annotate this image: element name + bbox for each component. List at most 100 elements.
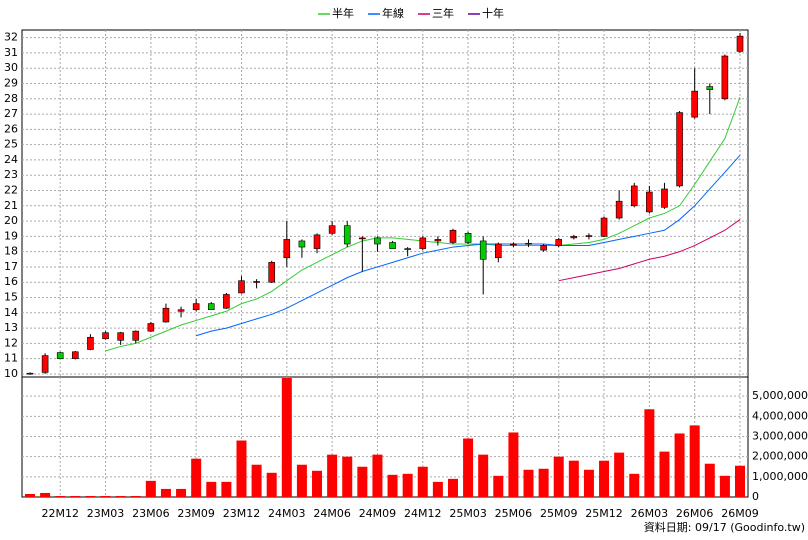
y-tick-label: 32 [4, 31, 18, 44]
candle-body [56, 352, 64, 359]
candle-body [313, 234, 321, 249]
candle-body [162, 307, 170, 323]
volume-bar [145, 480, 156, 497]
x-tick-label: 23M06 [132, 507, 170, 520]
candle-body [540, 245, 547, 251]
volume-bar [553, 456, 564, 497]
ma-line [196, 155, 741, 337]
price-panel [21, 29, 749, 378]
x-tick-label: 23M09 [177, 507, 215, 520]
y-tick-label: 21 [4, 199, 18, 212]
candle-body [721, 55, 729, 100]
volume-bar [447, 478, 458, 497]
volume-bar [402, 473, 413, 497]
volume-bar [629, 473, 640, 497]
candle-body [207, 303, 215, 311]
y-tick-label: 10 [4, 367, 18, 380]
volume-bar [689, 425, 700, 497]
x-tick-label: 23M03 [87, 507, 125, 520]
volume-bar [493, 475, 504, 497]
y-tick-label: 31 [4, 46, 18, 59]
volume-bar [704, 463, 715, 497]
x-tick-label: 24M06 [313, 507, 351, 520]
volume-bar [417, 466, 428, 497]
legend-label: 十年 [482, 6, 504, 20]
volume-bar [25, 493, 35, 497]
x-tick-label: 22M12 [41, 507, 79, 520]
x-tick-label: 25M06 [495, 507, 533, 520]
candle-body [328, 225, 336, 234]
volume-bar [296, 464, 307, 497]
candle-body [494, 243, 502, 259]
y-tick-label: 18 [4, 245, 18, 258]
candle-body [676, 112, 683, 187]
volume-bar [327, 454, 338, 497]
candle-body [238, 280, 245, 294]
candle-body [374, 237, 381, 245]
volume-bar [523, 469, 534, 497]
candle-body [525, 242, 532, 245]
candle-body [343, 225, 351, 245]
y-tick-label: 13 [4, 321, 18, 334]
volume-bar [266, 472, 277, 497]
x-tick-label: 26M06 [676, 507, 714, 520]
volume-bar [312, 470, 323, 497]
legend-label: 年線 [382, 6, 404, 20]
y-tick-label: 29 [4, 77, 18, 90]
x-tick-label: 25M03 [449, 507, 487, 520]
volume-bar [130, 495, 141, 497]
x-tick-label: 23M12 [223, 507, 261, 520]
y-tick-label: 17 [4, 260, 18, 273]
candle-body [102, 332, 109, 340]
candle-body [555, 239, 563, 246]
volume-bar [387, 474, 398, 497]
volume-bar [115, 495, 126, 497]
y-tick-label: 27 [4, 107, 18, 120]
volume-bar [236, 440, 247, 497]
candle-body [585, 235, 593, 237]
x-tick-label: 26M03 [631, 507, 669, 520]
y-tick-label: 26 [4, 122, 18, 135]
volume-bar [599, 460, 610, 497]
volume-bar [342, 456, 353, 497]
candle-body [298, 240, 306, 248]
y-tick-label: 22 [4, 184, 18, 197]
candle-body [600, 217, 608, 237]
y-tick-label: 25 [4, 138, 18, 151]
candle-body [736, 35, 744, 52]
candle-body [72, 351, 79, 359]
legend-label: 三年 [432, 6, 454, 20]
candle-body [268, 262, 276, 283]
candle-body [434, 239, 442, 242]
candle-body [404, 248, 411, 250]
candle-body [253, 281, 260, 283]
y2-tick-label: 5,000,000 [752, 389, 808, 402]
x-tick-label: 24M09 [359, 507, 397, 520]
y-tick-label: 24 [4, 153, 18, 166]
legend-label: 半年 [332, 6, 354, 20]
volume-bar [372, 454, 383, 497]
volume-bar [191, 458, 202, 497]
y2-tick-label: 3,000,000 [752, 429, 808, 442]
candle-body [87, 336, 94, 350]
y2-tick-label: 2,000,000 [752, 450, 808, 463]
candle-body [706, 86, 714, 90]
candle-body [615, 200, 623, 219]
volume-bar [251, 464, 262, 497]
volume-bar [357, 466, 368, 497]
volume-bar [568, 460, 579, 497]
y2-tick-label: 0 [752, 490, 759, 503]
x-tick-label: 24M03 [268, 507, 306, 520]
y-tick-label: 20 [4, 214, 18, 227]
candle-body [661, 188, 668, 208]
volume-bar [463, 438, 474, 497]
volume-bar [583, 469, 594, 497]
candle-body [691, 90, 698, 118]
candle-body [359, 237, 366, 240]
candle-body [630, 185, 638, 207]
candle-body [147, 323, 155, 332]
volume-bar [160, 488, 171, 497]
volume-bar [100, 495, 111, 497]
